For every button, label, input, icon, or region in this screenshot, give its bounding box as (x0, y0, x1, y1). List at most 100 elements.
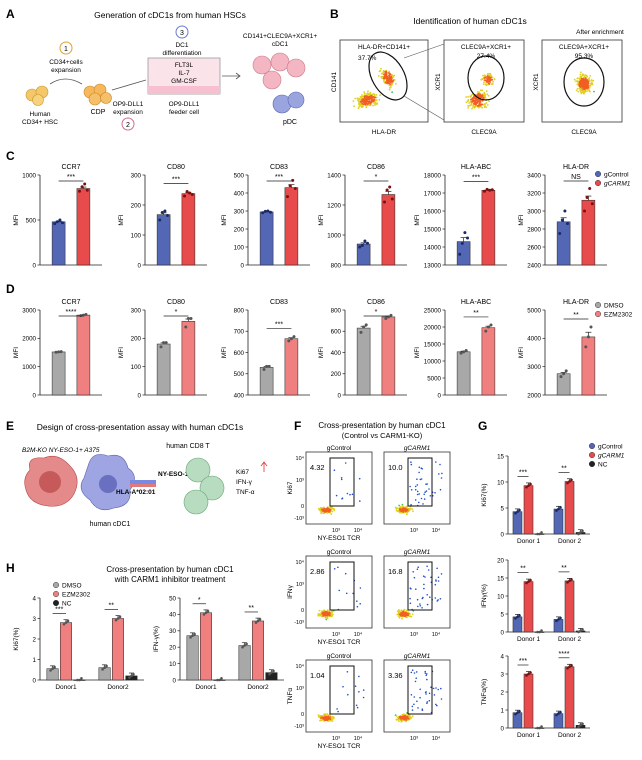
y-axis-label: MFI (221, 347, 228, 358)
flow-event (410, 461, 412, 464)
x-tick-label: Donor 2 (558, 636, 582, 643)
data-point (588, 187, 592, 190)
y-tick-label: 400 (234, 392, 245, 399)
flow-event (423, 583, 425, 586)
flow-event (353, 105, 355, 108)
y-tick-label: 3400 (527, 172, 541, 179)
y-tick-label: 20 (497, 557, 504, 564)
feeder-label: OP9-DLL1 (169, 101, 200, 108)
flow-event (328, 614, 331, 617)
readout-label: Ki67 (236, 469, 249, 476)
y-tick-label: 600 (331, 329, 342, 336)
y-tick-label: 20000 (424, 324, 442, 331)
feeder-layer (148, 86, 220, 94)
bar (284, 187, 299, 266)
flow-event (410, 588, 412, 590)
data-point (589, 325, 593, 329)
flow-event (470, 102, 473, 105)
flow-event (435, 461, 437, 463)
data-point (488, 188, 492, 192)
bar (512, 511, 523, 535)
flow-event (413, 672, 416, 674)
flow-event (416, 598, 419, 601)
data-point (540, 629, 543, 632)
flow-event (420, 497, 423, 500)
flow-event (413, 696, 416, 698)
flow-ylabel: IFNγ (287, 584, 294, 598)
bar (98, 667, 111, 681)
flow-event (468, 102, 470, 104)
bar (186, 635, 199, 681)
y-tick-label: 1000 (327, 232, 341, 239)
data-point (256, 619, 260, 623)
data-point (566, 666, 569, 670)
flow-event (422, 503, 424, 505)
bar (356, 327, 371, 396)
panel-label-b: B (330, 7, 339, 21)
flow-event (409, 485, 411, 488)
flow-event (416, 700, 418, 703)
data-point (267, 364, 271, 368)
flow-event (422, 575, 425, 577)
flow-event (581, 85, 584, 88)
data-point (585, 196, 589, 199)
legend-swatch (589, 443, 596, 450)
flow-event (472, 99, 474, 101)
flow-event (377, 75, 380, 77)
flow-event (410, 615, 413, 618)
legend-label: gControl (604, 171, 629, 178)
x-tick-label: Donor 1 (517, 732, 541, 739)
flow-event (426, 701, 429, 703)
y-tick-label: 700 (234, 329, 245, 336)
y-tick-label: 10000 (424, 358, 442, 365)
y-tick-label: 1 (33, 657, 37, 664)
y-axis-label: MFI (414, 347, 421, 358)
flow-event (352, 100, 355, 102)
y-axis-label: MFI (118, 347, 125, 358)
data-point (555, 619, 558, 623)
flow-event (479, 102, 481, 104)
flow-event (408, 615, 411, 618)
flow-event (424, 691, 427, 694)
flow-event (330, 513, 333, 515)
significance-label: * (375, 174, 378, 181)
y-tick-label: 500 (26, 217, 37, 224)
data-point (202, 613, 206, 616)
flow-event (423, 498, 426, 500)
data-point (384, 317, 388, 320)
legend-swatch (53, 591, 60, 598)
data-point (292, 335, 296, 339)
flow-density-1 (352, 67, 397, 110)
flow-event (404, 611, 407, 614)
flow-event (487, 94, 490, 97)
gate-3-label: CLEC9A+XCR1+ (559, 44, 609, 51)
flow-event (344, 462, 347, 464)
readout-label: IFN-γ (236, 479, 253, 486)
data-point (581, 628, 584, 631)
data-point (557, 618, 560, 621)
output-label-b: cDC1 (272, 41, 289, 48)
chart-title: CD80 (167, 299, 185, 306)
flow-xlabel-3: CLEC9A (571, 129, 597, 136)
gate-percentage: 1.04 (310, 671, 325, 680)
flow-plot (383, 451, 451, 525)
data-point (364, 323, 368, 327)
flow-event (379, 94, 381, 97)
bar (156, 214, 171, 266)
flow-event (326, 616, 328, 618)
flow-event (397, 610, 399, 612)
legend-swatch (589, 461, 596, 468)
y-tick-label: 10⁴ (296, 455, 305, 462)
y-tick-label: 5 (501, 611, 505, 618)
data-point (105, 664, 108, 668)
data-point (114, 618, 118, 622)
flow-event (584, 74, 587, 76)
flow-event (386, 75, 389, 78)
flow-event (439, 488, 442, 491)
bar (181, 321, 196, 396)
data-point (130, 674, 133, 678)
y-tick-label: 0 (301, 712, 304, 718)
bar (51, 351, 66, 396)
flow-event (411, 669, 414, 671)
flow-event (318, 714, 320, 717)
